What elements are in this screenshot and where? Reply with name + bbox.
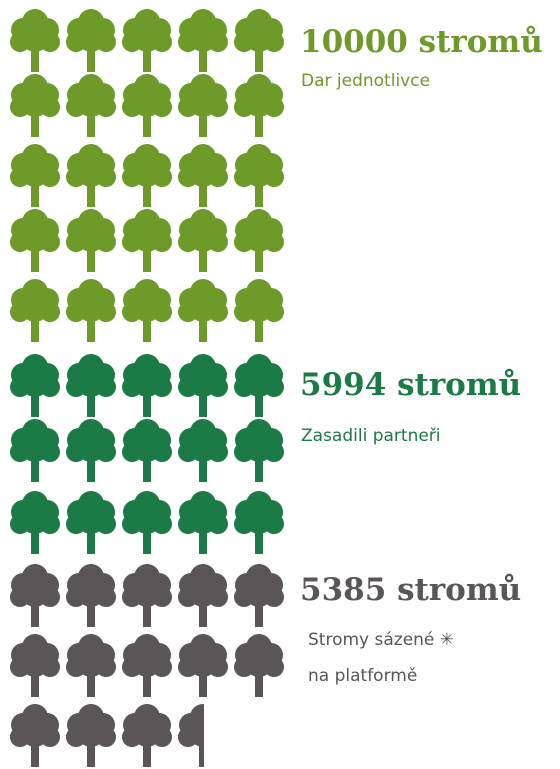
tree-icon [122,704,172,767]
tree-icon [122,354,172,417]
tree-icon [122,209,172,272]
tree-icon [10,144,60,207]
tree-icon [66,491,116,554]
group-subtitle: Dar jednotlivce [301,71,430,91]
tree-icon [66,209,116,272]
tree-icon [178,354,228,417]
tree-icon [10,634,60,697]
tree-icon [234,9,284,72]
tree-icon [178,279,228,342]
tree-icon [10,419,60,482]
tree-icon [234,354,284,417]
tree-icon [10,564,60,627]
tree-icon [234,209,284,272]
group-subtitle: na platformě [308,666,417,686]
tree-icon [234,419,284,482]
tree-icon [178,419,228,482]
group-title: 5994 stromů [300,367,521,403]
tree-icon [234,74,284,137]
group-title: 5385 stromů [300,572,521,608]
tree-icon [122,491,172,554]
tree-icon [122,564,172,627]
tree-icon [66,419,116,482]
tree-icon [66,9,116,72]
tree-icon [234,564,284,627]
tree-icon [66,354,116,417]
tree-icon [234,144,284,207]
tree-icon [10,704,60,767]
tree-icon [10,491,60,554]
tree-icon [122,74,172,137]
tree-icon [122,9,172,72]
tree-icon [234,634,284,697]
tree-icon [122,144,172,207]
tree-icon [122,279,172,342]
tree-icon [10,209,60,272]
tree-icon [234,279,284,342]
tree-icon [10,9,60,72]
tree-icon [122,634,172,697]
tree-icon [178,491,228,554]
tree-icon [178,704,204,767]
group-title: 10000 stromů [300,24,543,60]
tree-icon [178,9,228,72]
tree-icon [10,74,60,137]
tree-icon [10,354,60,417]
tree-icon [66,634,116,697]
tree-icon [66,279,116,342]
tree-icon [234,491,284,554]
tree-icon [66,564,116,627]
tree-icon [178,209,228,272]
tree-icon [178,144,228,207]
tree-icon [122,419,172,482]
tree-icon [178,634,228,697]
tree-icon [178,74,228,137]
partial-tree [178,704,204,767]
tree-icon [66,74,116,137]
group-subtitle: Zasadili partneři [301,426,441,446]
tree-icon [178,564,228,627]
tree-icon [66,704,116,767]
group-subtitle: Stromy sázené ✳ [308,630,454,650]
tree-icons [10,9,284,767]
tree-icon [10,279,60,342]
tree-icon [66,144,116,207]
